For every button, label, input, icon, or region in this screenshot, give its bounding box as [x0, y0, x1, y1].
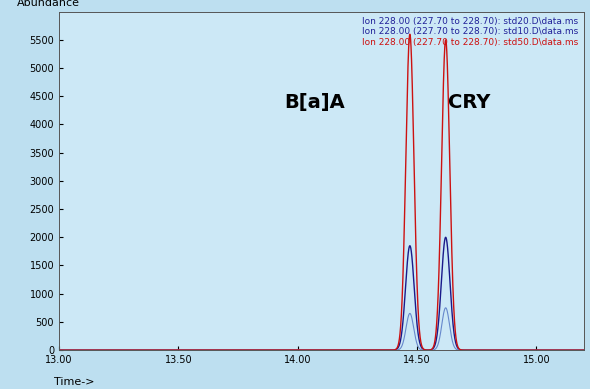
Text: Abundance: Abundance [17, 0, 80, 8]
Text: CRY: CRY [448, 93, 491, 112]
Text: Time->: Time-> [54, 377, 94, 387]
Legend: Ion 228.00 (227.70 to 228.70): std20.D\data.ms, Ion 228.00 (227.70 to 228.70): s: Ion 228.00 (227.70 to 228.70): std20.D\d… [362, 16, 579, 48]
Text: B[a]A: B[a]A [284, 93, 345, 112]
